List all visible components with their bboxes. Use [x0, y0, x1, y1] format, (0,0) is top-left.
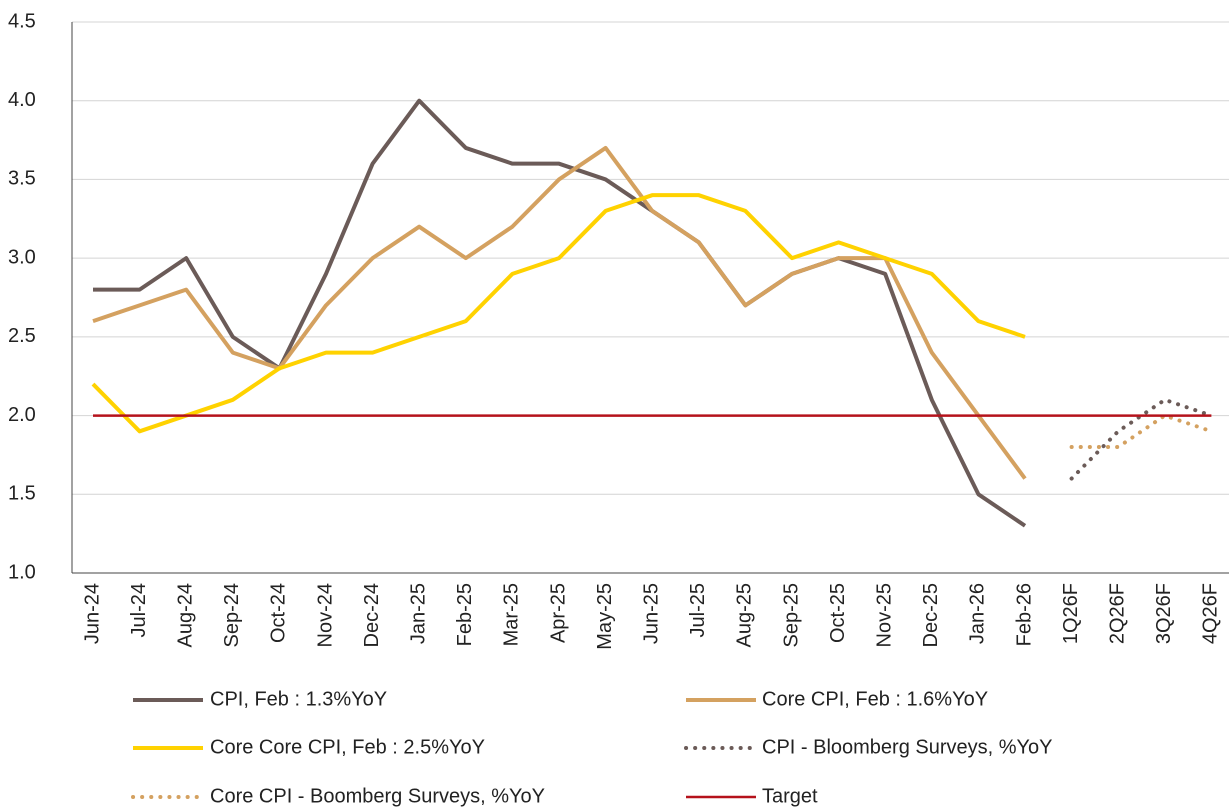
y-tick-label: 3.5	[8, 168, 36, 190]
legend-label: CPI - Bloomberg Surveys, %YoY	[762, 736, 1053, 758]
x-tick-label: Nov-24	[314, 583, 336, 647]
series-line	[92, 145, 1027, 480]
legend-label: Core CPI, Feb : 1.6%YoY	[762, 688, 988, 710]
x-tick-label: 2Q26F	[1106, 583, 1128, 644]
x-tick-label: Apr-25	[547, 583, 569, 643]
legend-label: Core Core CPI, Feb : 2.5%YoY	[210, 736, 485, 758]
y-tick-label: 3.0	[8, 246, 36, 268]
x-tick-label: Jun-24	[81, 583, 103, 644]
x-tick-label: Dec-24	[361, 583, 383, 647]
x-tick-label: Nov-25	[873, 583, 895, 647]
y-tick-label: 2.0	[8, 404, 36, 426]
series-line	[1069, 397, 1214, 481]
y-tick-label: 2.5	[8, 325, 36, 347]
x-tick-label: May-25	[594, 583, 616, 650]
x-tick-label: Jul-24	[128, 583, 150, 637]
x-tick-label: Feb-25	[454, 583, 476, 646]
y-tick-label: 1.5	[8, 483, 36, 505]
y-tick-label: 4.0	[8, 89, 36, 111]
x-tick-label: Sep-25	[780, 583, 802, 648]
legend-label: Core CPI - Boomberg Surveys, %YoY	[210, 785, 545, 807]
series-line	[93, 98, 1027, 528]
x-tick-label: 1Q26F	[1060, 583, 1082, 644]
x-tick-label: Oct-25	[827, 583, 849, 643]
x-tick-label: 4Q26F	[1200, 583, 1222, 644]
x-tick-label: Jul-25	[687, 583, 709, 637]
x-tick-label: Feb-26	[1013, 583, 1035, 646]
x-tick-label: Mar-25	[501, 583, 523, 646]
x-tick-label: Aug-24	[174, 583, 196, 648]
series-line	[1069, 413, 1214, 450]
x-tick-label: Aug-25	[734, 583, 756, 648]
y-tick-label: 1.0	[8, 561, 36, 583]
x-tick-label: Oct-24	[268, 583, 290, 643]
y-tick-label: 4.5	[8, 10, 36, 32]
legend-label: Target	[762, 785, 818, 807]
x-tick-label: Sep-24	[221, 583, 243, 648]
series-line	[91, 193, 1026, 434]
legend-label: CPI, Feb : 1.3%YoY	[210, 688, 387, 710]
x-tick-label: 3Q26F	[1153, 583, 1175, 644]
x-tick-label: Dec-25	[920, 583, 942, 647]
x-tick-label: Jan-26	[967, 583, 989, 644]
x-tick-label: Jun-25	[640, 583, 662, 644]
x-tick-label: Jan-25	[407, 583, 429, 644]
